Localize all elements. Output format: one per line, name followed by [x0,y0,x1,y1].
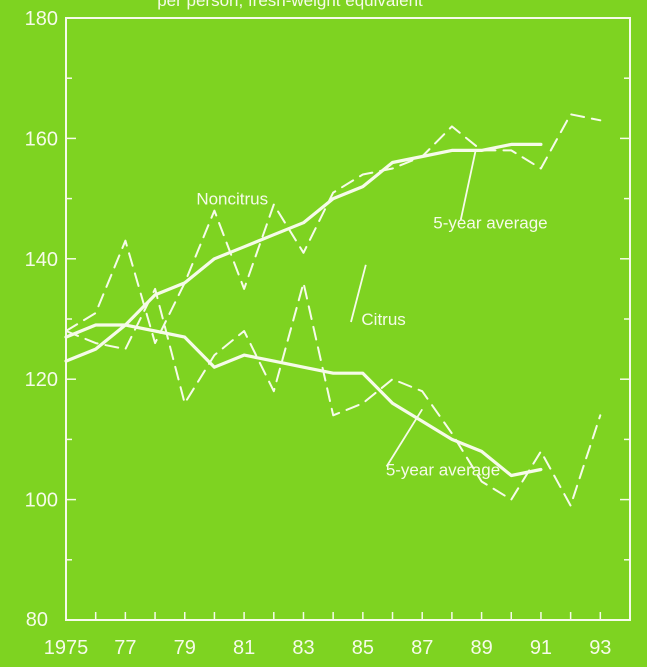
annotation-label: Citrus [361,310,405,329]
annotation-label: Noncitrus [196,190,268,209]
annotation-label: 5-year average [433,214,547,233]
series-layer [64,113,602,507]
annotation-leader [385,408,423,467]
y-tick-label: 120 [25,369,58,391]
annotation-leader [350,264,367,323]
annotations: Noncitrus 5-year average Citrus 5-year aver… [196,150,548,480]
series-line-citrus-5-year-average [64,323,543,478]
x-tick-label: 91 [530,637,552,659]
series-line-noncitrus-5-year-average [64,142,543,363]
x-tick-label: 79 [174,637,196,659]
series-line-noncitrus [65,113,602,345]
y-tick-label: 100 [25,490,58,512]
y-tick-label: 160 [25,128,58,150]
x-axis: 1975 77 79 81 83 85 87 89 91 93 [44,612,611,659]
chart-title-fragment: per person, fresh-weight equivalent [157,0,423,10]
plot-frame [65,17,631,621]
annotation-label: 5-year average [386,461,500,480]
x-tick-label: 77 [114,637,136,659]
y-tick-label: 140 [25,249,58,271]
series-line-citrus [65,281,602,507]
x-tick-label: 81 [233,637,255,659]
x-tick-label: 87 [411,637,433,659]
y-tick-label: 80 [26,609,48,631]
annotation-leader [459,150,477,220]
x-tick-label: 83 [292,637,314,659]
y-tick-label: 180 [25,8,58,30]
y-axis: 100 120 140 160 180 80 [25,8,630,631]
x-tick-label: 93 [589,637,611,659]
x-tick-label: 89 [470,637,492,659]
x-tick-label: 1975 [44,637,89,659]
x-tick-label: 85 [352,637,374,659]
